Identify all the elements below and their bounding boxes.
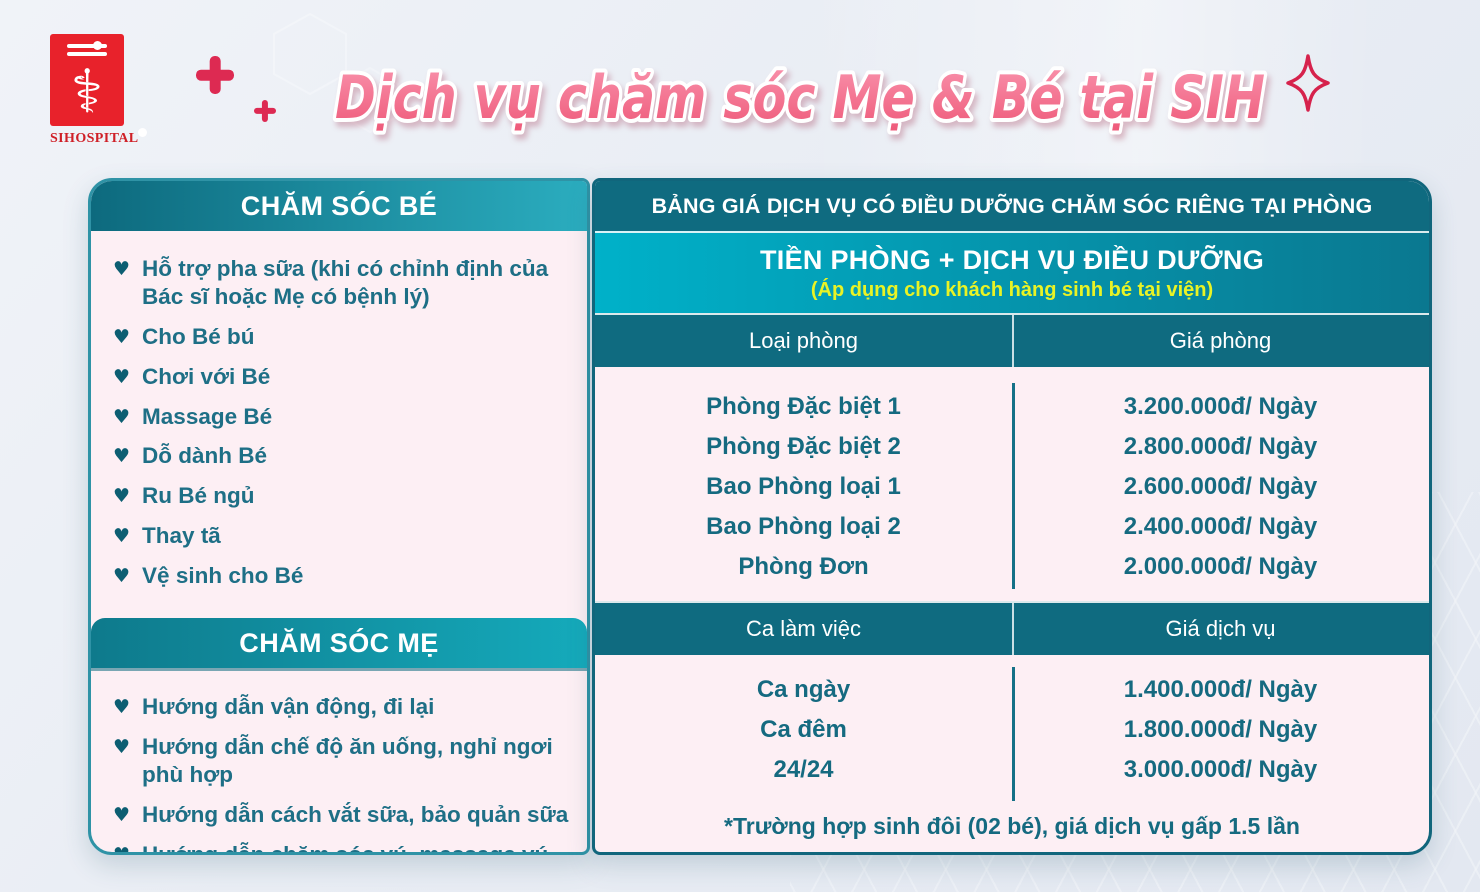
logo-bar	[67, 52, 107, 56]
service-label: Thay tã	[142, 523, 221, 549]
service-price-column: 1.400.000đ/ Ngày 1.800.000đ/ Ngày 3.000.…	[1012, 670, 1429, 807]
baby-care-header: CHĂM SÓC BÉ	[91, 181, 587, 231]
body-divider	[1012, 667, 1015, 801]
heart-bullet-icon: ♥	[113, 325, 131, 348]
service-label: Chơi với Bé	[142, 363, 271, 389]
dot-decor	[138, 128, 147, 137]
sparkle-icon	[1286, 54, 1330, 112]
logo-emblem: ⚕	[50, 34, 124, 126]
logo-bar	[67, 44, 107, 48]
table-row: 2.800.000đ/ Ngày	[1123, 433, 1318, 460]
service-label: Hướng dẫn cách vắt sữa, bảo quản sữa	[142, 801, 569, 827]
package-title: TIỀN PHÒNG + DỊCH VỤ ĐIỀU DƯỠNG	[759, 244, 1265, 275]
care-services-panel: CHĂM SÓC BÉ ♥ Hỗ trợ pha sữa (khi có chỉn…	[88, 178, 590, 855]
column-header-service-price: Giá dịch vụ	[1165, 616, 1276, 641]
heart-bullet-icon: ♥	[113, 485, 131, 508]
shift-table-header: Ca làm việc Giá dịch vụ	[595, 601, 1429, 655]
header-divider	[1012, 603, 1014, 655]
twin-birth-footnote: *Trường hợp sinh đôi (02 bé), giá dịch v…	[724, 813, 1300, 839]
list-item: ♥ Vệ sinh cho Bé	[113, 562, 579, 590]
shift-table-body: Ca ngày Ca đêm 24/24 1.400.000đ/ Ngày 1.…	[595, 655, 1429, 807]
service-label: Dỗ dành Bé	[142, 443, 268, 469]
table-row: Phòng Đơn	[738, 553, 869, 580]
service-label: Cho Bé bú	[142, 323, 255, 349]
list-item: ♥ Hỗ trợ pha sữa (khi có chỉnh định của B…	[113, 255, 579, 311]
table-row: 2.000.000đ/ Ngày	[1123, 553, 1318, 580]
header-divider	[1012, 315, 1014, 367]
table-row: 1.400.000đ/ Ngày	[1123, 676, 1318, 703]
logo-figure-dot	[93, 41, 102, 50]
title-graphic: Dịch vụ chăm sóc Mẹ & Bé tại SIH	[331, 59, 1269, 137]
table-row: 24/24	[773, 756, 834, 783]
heart-bullet-icon: ♥	[113, 696, 131, 718]
service-label: Hướng dẫn chăm sóc vú, massage vú	[142, 841, 549, 855]
service-label: Hỗ trợ pha sữa (khi có chỉnh định của Bá…	[142, 256, 549, 309]
package-banner: TIỀN PHÒNG + DỊCH VỤ ĐIỀU DƯỠNG (Áp dụng…	[595, 231, 1429, 313]
table-row: 3.200.000đ/ Ngày	[1123, 393, 1318, 420]
page-title: Dịch vụ chăm sóc Mẹ & Bé tại SIH	[335, 63, 1265, 133]
heart-bullet-icon: ♥	[113, 405, 131, 428]
baby-care-list: ♥ Hỗ trợ pha sữa (khi có chỉnh định của B…	[91, 231, 587, 590]
hospital-logo: ⚕ SIHOSPITAL	[50, 34, 139, 147]
shift-column: Ca ngày Ca đêm 24/24	[595, 670, 1012, 807]
heart-bullet-icon: ♥	[113, 803, 131, 826]
table-row: Bao Phòng loại 2	[706, 513, 901, 540]
service-label: Hướng dẫn vận động, đi lại	[142, 694, 435, 719]
list-item: ♥ Cho Bé bú	[113, 323, 579, 351]
column-header-room-price: Giá phòng	[1169, 328, 1272, 353]
hexagon-decor	[273, 12, 399, 134]
list-item: ♥ Hướng dẫn cách vắt sữa, bảo quản sữa	[113, 801, 579, 829]
room-type-column: Phòng Đặc biệt 1 Phòng Đặc biệt 2 Bao Ph…	[595, 387, 1012, 601]
mother-care-header: CHĂM SÓC MẸ	[91, 618, 587, 668]
table-row: Phòng Đặc biệt 1	[706, 393, 901, 420]
table-row: Bao Phòng loại 1	[706, 473, 901, 500]
list-item: ♥ Thay tã	[113, 522, 579, 550]
list-item: ♥ Dỗ dành Bé	[113, 442, 579, 470]
service-label: Ru Bé ngủ	[142, 483, 255, 509]
heart-bullet-icon: ♥	[113, 565, 131, 588]
mother-care-list: ♥ Hướng dẫn vận động, đi lại ♥ Hướng dẫn c…	[91, 673, 587, 855]
room-price-column: 3.200.000đ/ Ngày 2.800.000đ/ Ngày 2.600.…	[1012, 387, 1429, 601]
column-header-room-type: Loại phòng	[749, 328, 858, 353]
service-label: Massage Bé	[142, 403, 273, 429]
table-row: 3.000.000đ/ Ngày	[1123, 756, 1318, 783]
price-board-panel: BẢNG GIÁ DỊCH VỤ CÓ ĐIỀU DƯỠNG CHĂM SÓC …	[592, 178, 1432, 855]
column-header-shift: Ca làm việc	[746, 616, 861, 641]
heart-bullet-icon: ♥	[113, 735, 131, 758]
heart-bullet-icon: ♥	[113, 258, 131, 280]
list-item: ♥ Chơi với Bé	[113, 363, 579, 391]
logo-name: SIHOSPITAL	[50, 131, 139, 146]
list-item: ♥ Hướng dẫn vận động, đi lại	[113, 693, 579, 721]
heart-bullet-icon: ♥	[113, 445, 131, 468]
heart-bullet-icon: ♥	[113, 843, 131, 855]
table-row: 1.800.000đ/ Ngày	[1123, 716, 1318, 743]
list-item: ♥ Ru Bé ngủ	[113, 482, 579, 510]
service-label: Hướng dẫn chế độ ăn uống, nghỉ ngơi phù …	[142, 733, 553, 787]
price-board-title: BẢNG GIÁ DỊCH VỤ CÓ ĐIỀU DƯỠNG CHĂM SÓC …	[595, 181, 1429, 231]
table-row: 2.400.000đ/ Ngày	[1123, 513, 1318, 540]
table-row: Phòng Đặc biệt 2	[706, 433, 901, 460]
service-label: Vệ sinh cho Bé	[142, 563, 304, 589]
table-row: Ca đêm	[760, 716, 847, 743]
plus-decor-icon	[254, 100, 276, 122]
list-item: ♥ Massage Bé	[113, 403, 579, 431]
list-item: ♥ Hướng dẫn chăm sóc vú, massage vú	[113, 841, 579, 855]
body-divider	[1012, 383, 1015, 589]
plus-decor-icon	[196, 56, 234, 94]
heart-bullet-icon: ♥	[113, 525, 131, 548]
room-table-body: Phòng Đặc biệt 1 Phòng Đặc biệt 2 Bao Ph…	[595, 367, 1429, 601]
heart-bullet-icon: ♥	[113, 365, 131, 388]
list-item: ♥ Hướng dẫn chế độ ăn uống, nghỉ ngơi phù…	[113, 733, 579, 789]
package-note: (Áp dụng cho khách hàng sinh bé tại viện…	[810, 278, 1214, 301]
table-row: Ca ngày	[756, 676, 851, 703]
caduceus-icon: ⚕	[70, 57, 104, 127]
room-table-header: Loại phòng Giá phòng	[595, 313, 1429, 367]
table-row: 2.600.000đ/ Ngày	[1123, 473, 1318, 500]
